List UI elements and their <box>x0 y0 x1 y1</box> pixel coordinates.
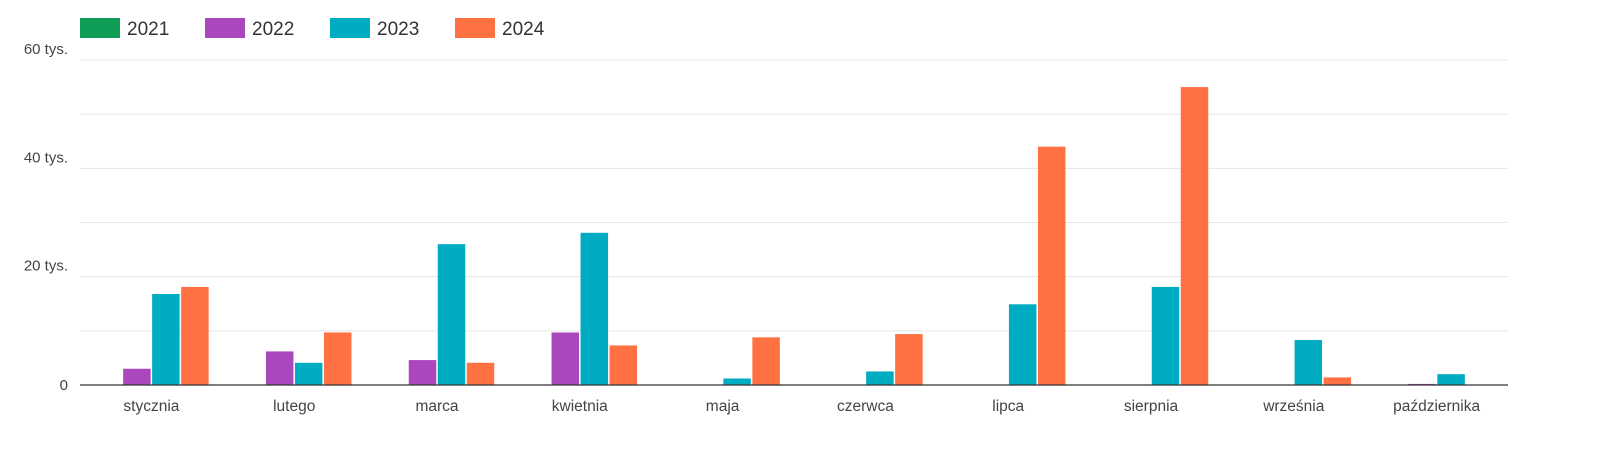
bar-2023-października <box>1437 374 1465 385</box>
x-tick-label: lutego <box>273 398 315 415</box>
bar-2023-lutego <box>294 362 323 385</box>
y-tick-label: 60 tys. <box>24 41 68 58</box>
bar-2023-maja <box>723 378 751 385</box>
bar-2023-lipca <box>1008 304 1037 385</box>
y-axis-ticks: 0 20 tys. 40 tys. 60 tys. <box>24 41 68 394</box>
legend-swatch-2023 <box>330 18 370 38</box>
bar-2024-września <box>1323 377 1352 385</box>
bar-2022-marca <box>408 360 437 385</box>
bar-2022-kwietnia <box>551 332 580 385</box>
legend-label-2021: 2021 <box>127 19 169 40</box>
bar-2024-sierpnia <box>1180 87 1209 385</box>
legend-label-2024: 2024 <box>502 19 545 40</box>
legend-swatch-2021 <box>80 18 120 38</box>
bar-2023-sierpnia <box>1151 286 1180 385</box>
x-tick-label: kwietnia <box>552 398 608 415</box>
x-tick-label: maja <box>706 398 740 415</box>
bar-2022-lutego <box>265 351 294 385</box>
legend-label-2022: 2022 <box>252 19 294 40</box>
bar-2023-września <box>1294 340 1323 385</box>
x-tick-label: stycznia <box>123 398 179 415</box>
x-tick-label: października <box>1393 398 1480 415</box>
legend-label-2023: 2023 <box>377 19 419 40</box>
bar-2023-kwietnia <box>580 232 609 385</box>
gridlines <box>80 59 1508 332</box>
x-tick-label: sierpnia <box>1124 398 1179 415</box>
bar-2024-stycznia <box>181 286 209 385</box>
y-tick-label: 0 <box>60 377 68 394</box>
x-axis-labels: stycznia lutego marca kwietnia maja czerwca li… <box>123 398 1480 415</box>
bar-2024-marca <box>466 362 495 385</box>
x-tick-label: czerwca <box>837 398 894 415</box>
x-tick-label: września <box>1262 398 1325 415</box>
bar-2023-stycznia <box>152 294 180 385</box>
bars <box>123 87 1465 385</box>
y-tick-label: 40 tys. <box>24 149 68 166</box>
legend-swatch-2022 <box>205 18 245 38</box>
legend: 2021 2022 2023 2024 <box>80 18 545 40</box>
bar-2022-stycznia <box>123 368 151 385</box>
bar-2023-czerwca <box>866 371 894 385</box>
bar-2024-lipca <box>1037 146 1066 385</box>
bar-2024-kwietnia <box>609 345 638 385</box>
bar-2024-czerwca <box>895 334 923 385</box>
bar-2023-marca <box>437 244 466 385</box>
legend-swatch-2024 <box>455 18 495 38</box>
x-tick-label: marca <box>415 398 458 415</box>
bar-2024-lutego <box>323 332 352 385</box>
y-tick-label: 20 tys. <box>24 258 68 275</box>
bar-2024-maja <box>752 337 780 385</box>
x-tick-label: lipca <box>992 398 1024 415</box>
